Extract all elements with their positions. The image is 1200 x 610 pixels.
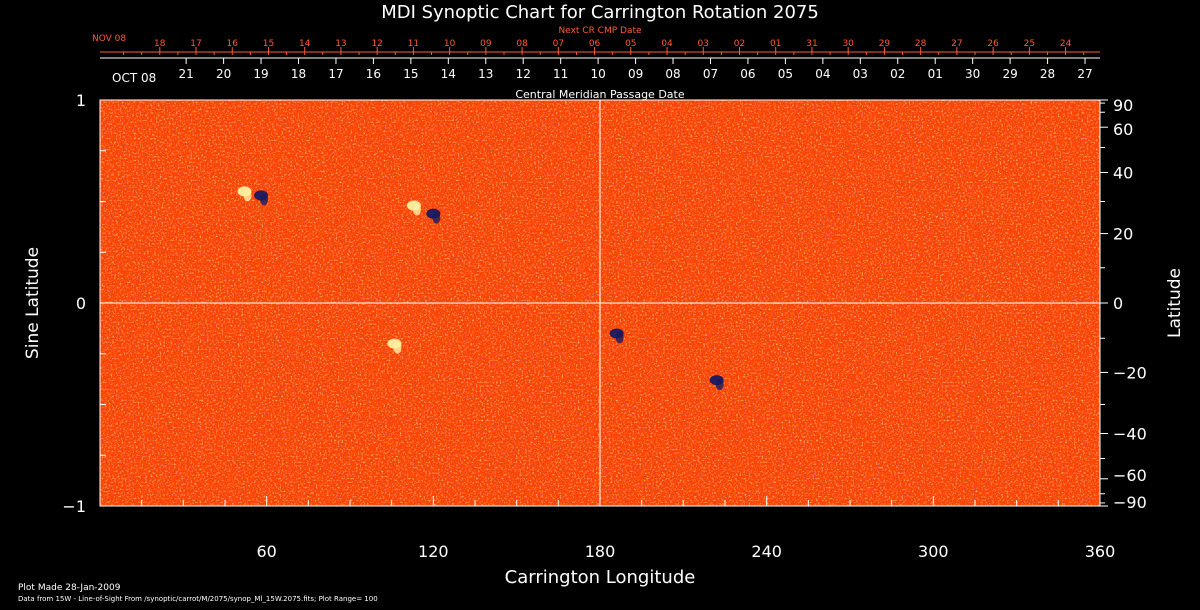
active-region-extent <box>412 203 421 216</box>
next-cr-day: 30 <box>842 39 854 49</box>
footer-data-source: Data from 15W - Line-of-Sight From /syno… <box>18 595 378 603</box>
cmp-day: 01 <box>928 67 943 81</box>
cmp-day: 28 <box>1040 67 1055 81</box>
active-region-extent <box>243 189 252 202</box>
cmp-day: 14 <box>441 67 456 81</box>
cmp-day: 04 <box>815 67 830 81</box>
plot-area <box>99 99 1101 507</box>
next-cr-day: 17 <box>190 39 201 49</box>
y-tick-label-right: −20 <box>1113 363 1147 382</box>
cmp-day: 30 <box>965 67 980 81</box>
next-cr-day: 09 <box>480 39 492 49</box>
cmp-day: 21 <box>179 67 194 81</box>
x-tick-label: 360 <box>1085 542 1116 561</box>
y-axis-label-left: Sine Latitude <box>23 247 43 359</box>
next-cr-ticks: 18 17 16 15 14 13 12 11 10 09 08 07 06 05 04 03 02 01 31 30… <box>123 39 1085 55</box>
next-cr-day: 10 <box>444 39 456 49</box>
y-tick-label-right: 0 <box>1113 294 1123 313</box>
next-cr-day: 25 <box>1024 39 1035 49</box>
cmp-day: 11 <box>553 67 568 81</box>
cmp-ticks: 21 20 19 18 17 16 15 14 13 12 11 10 09 08 07 06 05 04 03 02… <box>179 58 1093 81</box>
cmp-day: 16 <box>366 67 381 81</box>
next-cr-day: 11 <box>408 39 419 49</box>
active-regions <box>237 186 724 391</box>
cmp-day: 03 <box>853 67 868 81</box>
y-axis-left: 1 0 −1 <box>62 91 110 516</box>
cmp-day: 13 <box>478 67 493 81</box>
cmp-day: 19 <box>253 67 268 81</box>
next-cr-day: 02 <box>734 39 745 49</box>
next-cr-day: 26 <box>987 39 999 49</box>
y-tick-label-left: −1 <box>62 497 86 516</box>
next-cr-day: 03 <box>698 39 709 49</box>
x-tick-label: 60 <box>256 542 276 561</box>
x-tick-label: 180 <box>585 542 616 561</box>
cmp-day: 08 <box>665 67 680 81</box>
next-cr-day: 24 <box>1060 39 1072 49</box>
x-tick-label: 240 <box>751 542 782 561</box>
active-region-extent <box>260 193 269 206</box>
next-cr-day: 29 <box>879 39 891 49</box>
y-tick-label-right: 90 <box>1113 96 1133 115</box>
x-axis: 60 120 180 240 300 360 <box>99 496 1116 561</box>
cmp-day: 09 <box>628 67 643 81</box>
next-cr-day: 16 <box>227 39 239 49</box>
cmp-day: 20 <box>216 67 231 81</box>
next-cr-day: 12 <box>371 39 382 49</box>
next-cr-day: 18 <box>154 39 166 49</box>
cmp-day: 05 <box>778 67 793 81</box>
next-cr-day: 05 <box>625 39 636 49</box>
y-tick-label-right: −60 <box>1113 466 1147 485</box>
cmp-day: 12 <box>516 67 531 81</box>
cmp-day: 29 <box>1002 67 1017 81</box>
cmp-day: 15 <box>403 67 418 81</box>
y-axis-right: 90 60 40 20 0 −20 −40 −60 −90 <box>1100 96 1147 512</box>
next-cr-day: 04 <box>661 39 673 49</box>
cmp-day: 10 <box>590 67 605 81</box>
x-tick-label: 300 <box>918 542 949 561</box>
y-tick-label-right: 40 <box>1113 164 1133 183</box>
next-cr-month: NOV 08 <box>92 34 126 44</box>
chart-title: MDI Synoptic Chart for Carrington Rotati… <box>381 2 819 23</box>
cmp-axis-label: Central Meridian Passage Date <box>515 88 684 101</box>
next-cr-day: 13 <box>335 39 346 49</box>
active-region-extent <box>715 378 724 391</box>
y-tick-label-right: −90 <box>1113 493 1147 512</box>
active-region-extent <box>432 211 441 224</box>
cmp-day: 27 <box>1077 67 1092 81</box>
cmp-month: OCT 08 <box>112 71 156 85</box>
next-cr-axis-label: Next CR CMP Date <box>558 26 642 36</box>
next-cr-day: 07 <box>553 39 564 49</box>
y-tick-label-right: 20 <box>1113 225 1133 244</box>
x-axis-label: Carrington Longitude <box>505 567 696 588</box>
active-region-extent <box>615 331 624 344</box>
y-tick-label-left: 1 <box>76 91 86 110</box>
next-cr-day: 08 <box>516 39 528 49</box>
y-tick-label-right: −40 <box>1113 424 1147 443</box>
y-tick-label-right: 60 <box>1113 120 1133 139</box>
next-cr-day: 28 <box>915 39 927 49</box>
cmp-day: 17 <box>328 67 343 81</box>
next-cr-day: 06 <box>589 39 601 49</box>
cmp-day: 18 <box>291 67 306 81</box>
footer-plot-made: Plot Made 28-Jan-2009 <box>18 583 121 593</box>
next-cr-day: 27 <box>951 39 962 49</box>
next-cr-day: 15 <box>263 39 274 49</box>
x-tick-label: 120 <box>418 542 449 561</box>
cmp-day: 07 <box>703 67 718 81</box>
y-tick-label-left: 0 <box>76 294 86 313</box>
active-region-extent <box>393 341 402 354</box>
next-cr-day: 31 <box>806 39 817 49</box>
cmp-day: 06 <box>740 67 755 81</box>
next-cr-day: 14 <box>299 39 311 49</box>
cmp-day: 02 <box>890 67 905 81</box>
y-axis-label-right: Latitude <box>1165 268 1185 338</box>
next-cr-day: 01 <box>770 39 781 49</box>
